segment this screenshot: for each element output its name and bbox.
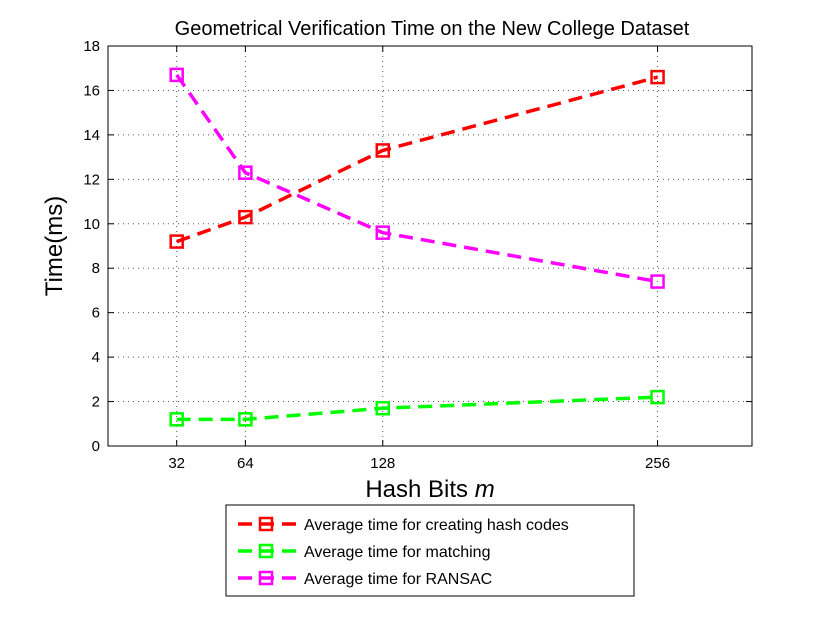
data-point xyxy=(650,274,665,289)
x-axis-label-variable: m xyxy=(475,476,495,503)
legend-label: Average time for matching xyxy=(304,544,490,561)
x-tick-label: 256 xyxy=(645,455,670,472)
y-tick-label: 12 xyxy=(83,171,100,188)
grid xyxy=(108,46,752,446)
y-tick-label: 8 xyxy=(92,260,100,277)
x-axis-label-text: Hash Bits xyxy=(365,476,468,503)
legend-item: Average time for matching xyxy=(238,543,490,561)
y-tick-label: 6 xyxy=(92,305,100,322)
series-line xyxy=(175,73,658,284)
legend-item: Average time for RANSAC xyxy=(238,570,492,588)
data-point xyxy=(238,209,253,225)
y-tick-label: 0 xyxy=(92,438,100,455)
y-axis: 0 2 4 6 8 10 12 14 16 18 xyxy=(83,38,752,455)
y-tick-label: 18 xyxy=(83,38,100,55)
series-layer xyxy=(169,67,665,427)
series-2 xyxy=(169,389,665,427)
data-point xyxy=(169,412,184,427)
y-tick-label: 14 xyxy=(83,127,100,144)
y-axis-label: Time(ms) xyxy=(41,196,68,296)
legend-swatch-marker xyxy=(258,543,274,559)
data-point xyxy=(375,225,391,240)
data-point xyxy=(169,67,184,83)
series-line xyxy=(176,75,658,244)
data-point xyxy=(169,234,184,249)
y-tick-label: 4 xyxy=(92,349,100,366)
y-tick-label: 2 xyxy=(92,394,100,411)
series-1 xyxy=(169,69,665,249)
data-point xyxy=(650,389,665,405)
x-tick-label: 128 xyxy=(370,455,395,472)
x-tick-label: 64 xyxy=(237,455,254,472)
series-line xyxy=(176,395,658,422)
y-tick-label: 16 xyxy=(83,82,100,99)
x-tick-label: 32 xyxy=(168,455,185,472)
data-point xyxy=(238,165,253,180)
legend: Average time for creating hash codes Aver… xyxy=(225,504,635,597)
legend-label: Average time for RANSAC xyxy=(304,571,492,588)
legend-label: Average time for creating hash codes xyxy=(304,517,569,534)
data-point xyxy=(375,400,391,416)
series-3 xyxy=(169,67,665,289)
data-point xyxy=(375,143,391,158)
legend-swatch-marker xyxy=(258,570,274,586)
x-axis: 32 64 128 256 xyxy=(168,46,670,472)
legend-item: Average time for creating hash codes xyxy=(238,516,569,534)
data-point xyxy=(650,69,665,85)
data-point xyxy=(238,412,253,427)
plot-area xyxy=(107,45,753,447)
chart-title: Geometrical Verification Time on the New… xyxy=(175,18,690,40)
legend-swatch-marker xyxy=(258,516,274,532)
x-axis-label: Hash Bits m xyxy=(365,476,494,503)
y-tick-label: 10 xyxy=(83,216,100,233)
